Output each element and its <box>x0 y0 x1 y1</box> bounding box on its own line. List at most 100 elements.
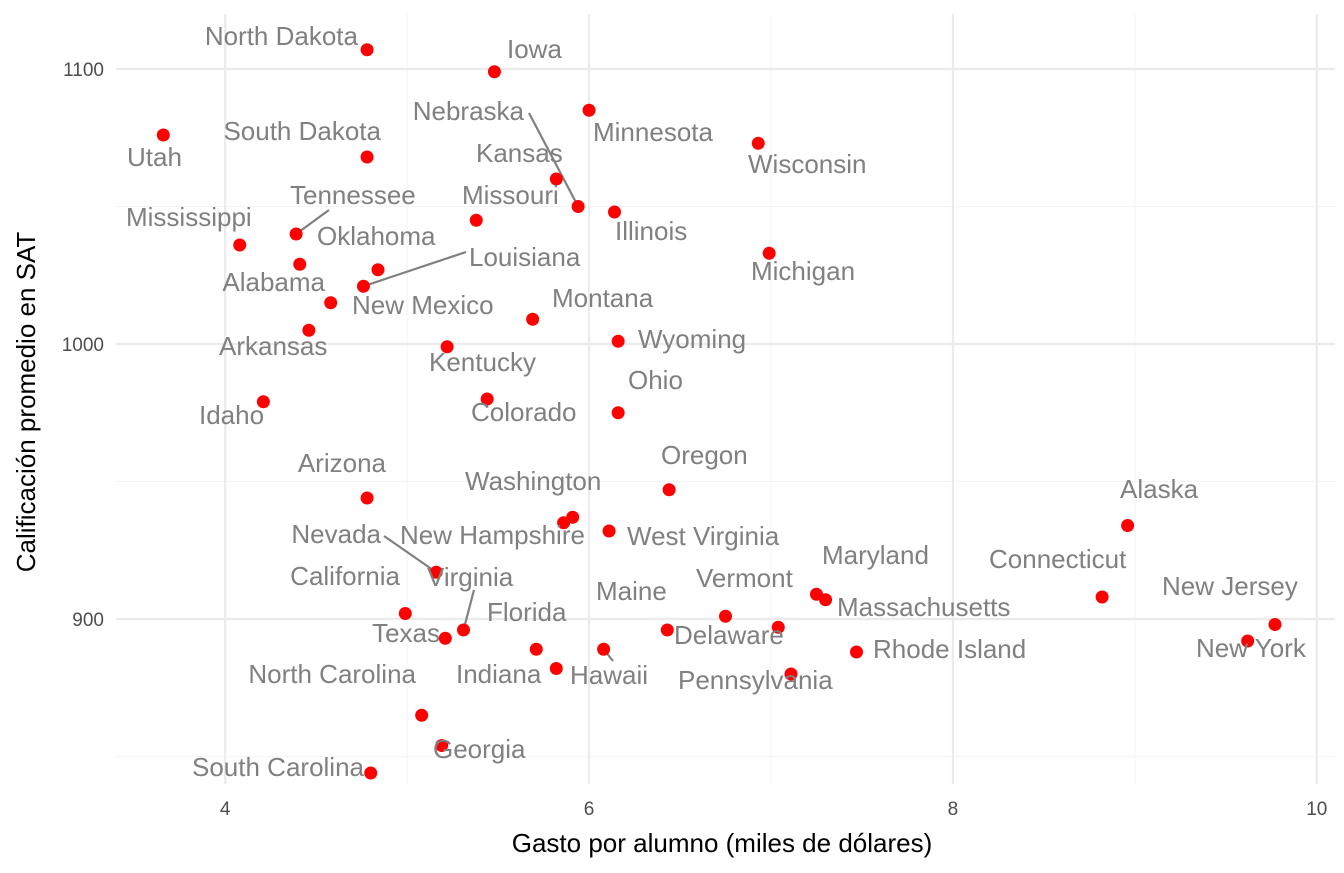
y-tick-label: 1000 <box>62 335 104 356</box>
x-axis-title: Gasto por alumno (miles de dólares) <box>512 828 933 858</box>
data-point <box>549 172 563 186</box>
point-label: Virginia <box>427 562 514 592</box>
data-point <box>438 631 452 645</box>
data-point <box>415 708 429 722</box>
point-label: Idaho <box>199 400 264 430</box>
data-point <box>289 227 303 241</box>
data-point <box>360 491 374 505</box>
data-point <box>611 334 625 348</box>
point-label: Colorado <box>471 397 577 427</box>
point-label: Nebraska <box>413 96 525 126</box>
point-label: New York <box>1196 633 1307 663</box>
data-point <box>435 739 449 752</box>
point-label: Tennessee <box>290 180 416 210</box>
data-point <box>611 406 625 420</box>
data-point <box>526 312 540 326</box>
point-label: Kansas <box>476 138 563 168</box>
point-label: Illinois <box>615 216 687 246</box>
point-label: Rhode Island <box>873 634 1026 664</box>
data-point <box>324 296 338 310</box>
data-point <box>597 642 611 656</box>
point-label: Florida <box>487 597 567 627</box>
point-labels: North Dakota Iowa Utah South Dakota Nebraska… <box>126 21 1307 782</box>
data-point <box>762 246 776 260</box>
point-label: New Hampshire <box>400 520 585 550</box>
point-label: North Carolina <box>248 659 416 689</box>
point-label: Pennsylvania <box>678 665 833 695</box>
x-tick-label: 10 <box>1306 799 1327 820</box>
point-label: South Dakota <box>223 116 381 146</box>
point-label: Connecticut <box>989 544 1127 574</box>
y-tick-label: 900 <box>72 610 104 631</box>
point-label: Montana <box>552 283 654 313</box>
point-label: Oregon <box>661 440 748 470</box>
data-point <box>440 340 454 354</box>
data-point <box>771 620 785 634</box>
data-point <box>549 662 563 675</box>
point-label: Utah <box>127 142 182 172</box>
data-point <box>156 128 170 142</box>
point-label: Iowa <box>507 34 562 64</box>
data-point <box>557 516 571 530</box>
point-label: Hawaii <box>570 660 648 690</box>
point-label: Vermont <box>696 563 794 593</box>
data-point <box>1095 590 1109 604</box>
point-label: New Mexico <box>352 290 494 320</box>
y-tick-label: 1100 <box>63 60 104 81</box>
data-point <box>1121 519 1135 532</box>
point-label: West Virginia <box>627 521 780 551</box>
point-label: California <box>290 561 400 591</box>
label-leader-line <box>528 112 580 208</box>
data-point <box>608 205 622 219</box>
data-point <box>582 103 596 117</box>
x-tick-label: 8 <box>948 799 959 820</box>
data-point <box>429 565 443 579</box>
point-label: Minnesota <box>593 117 713 147</box>
axis-tick-labels: 4 6 8 10 900 1000 1100 <box>62 60 1328 820</box>
point-label: South Carolina <box>192 752 365 782</box>
x-tick-label: 4 <box>220 799 231 820</box>
point-label: Wisconsin <box>748 149 866 179</box>
data-point <box>302 323 316 337</box>
y-axis-title: Calificación promedio en SAT <box>11 232 41 573</box>
data-point <box>1268 618 1282 631</box>
point-label: Mississippi <box>126 202 252 232</box>
data-point <box>819 593 833 607</box>
data-point <box>751 136 765 150</box>
data-point <box>849 645 863 659</box>
data-point <box>293 257 307 271</box>
point-label: Arizona <box>298 448 387 478</box>
label-leader-line <box>363 250 467 288</box>
point-label: Arkansas <box>219 331 327 361</box>
label-leader-line <box>383 535 437 574</box>
point-label: Georgia <box>433 734 526 764</box>
data-point <box>480 392 494 406</box>
point-label: Texas <box>372 618 440 648</box>
data-point <box>571 200 585 213</box>
point-label: Alabama <box>222 267 325 297</box>
minor-gridlines <box>116 14 1335 784</box>
data-point <box>660 623 674 637</box>
point-label: Michigan <box>751 256 855 286</box>
data-point <box>487 65 501 79</box>
point-label: North Dakota <box>205 21 359 51</box>
data-point <box>719 609 732 623</box>
major-gridlines <box>116 14 1335 784</box>
point-label: Alaska <box>1120 474 1199 504</box>
point-label: Indiana <box>456 659 542 689</box>
data-point <box>469 213 483 227</box>
point-label: New Jersey <box>1162 571 1298 601</box>
point-label: Delaware <box>674 620 784 650</box>
label-leader-line <box>462 589 476 631</box>
data-point <box>364 766 378 780</box>
data-point <box>662 483 676 497</box>
point-label: Ohio <box>628 365 683 395</box>
point-label: Massachusetts <box>837 592 1010 622</box>
point-label: Missouri <box>462 180 559 210</box>
data-point <box>1241 634 1255 648</box>
data-points <box>156 43 1282 780</box>
data-point <box>602 524 616 538</box>
point-label: Wyoming <box>638 324 746 354</box>
point-label: Washington <box>465 466 601 496</box>
